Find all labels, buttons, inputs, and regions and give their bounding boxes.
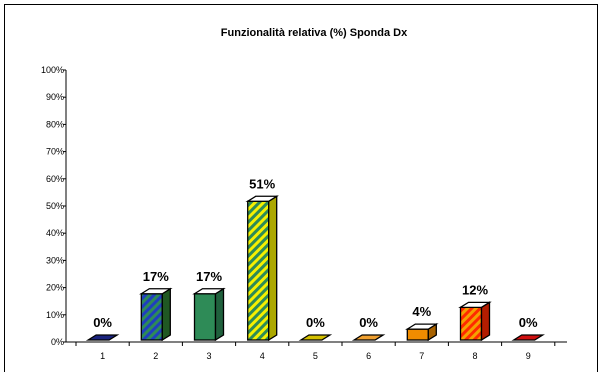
data-label: 4% <box>412 304 431 319</box>
bar-1 <box>85 334 120 341</box>
x-tick-label: 4 <box>260 351 265 361</box>
chart-frame: Funzionalità relativa (%) Sponda Dx 0% 10… <box>4 4 598 372</box>
bar-top <box>139 288 173 295</box>
y-tick-label: 40% <box>46 228 64 238</box>
bar-front <box>193 293 217 341</box>
bar-2 <box>139 287 173 342</box>
data-labels: 0% 17% 17% 51% 0% 0% 4% 12% 0% <box>93 176 538 330</box>
data-label: 0% <box>359 315 378 330</box>
data-label: 0% <box>519 315 538 330</box>
bar-top <box>85 334 120 341</box>
bar-7 <box>405 322 439 342</box>
data-label: 0% <box>306 315 325 330</box>
bar-top <box>511 334 545 341</box>
bar-side <box>480 301 491 342</box>
x-tick-label: 6 <box>366 351 371 361</box>
data-label: 0% <box>93 315 112 330</box>
x-tick-label: 5 <box>313 351 318 361</box>
bar-top <box>245 195 279 202</box>
chart-title: Funzionalità relativa (%) Sponda Dx <box>221 27 408 39</box>
x-tick-label: 7 <box>419 351 424 361</box>
y-tick-label: 0% <box>51 337 64 347</box>
bar-side <box>268 195 278 342</box>
x-tick-label: 9 <box>526 351 531 361</box>
data-label: 12% <box>462 282 488 297</box>
data-label: 51% <box>249 176 275 191</box>
bar-8 <box>458 301 492 342</box>
y-axis: 0% 10% 20% 30% 40% 50% 60% 70% 80% 90% 100% <box>41 65 67 347</box>
y-tick-label: 60% <box>46 174 64 184</box>
bar-front <box>406 328 429 341</box>
bar-front <box>140 293 163 341</box>
x-tick-label: 3 <box>206 351 211 361</box>
x-tick-label: 8 <box>472 351 477 361</box>
y-tick-label: 30% <box>46 255 64 265</box>
bar-5 <box>298 334 333 341</box>
bars <box>85 195 545 342</box>
x-tick-label: 1 <box>100 351 105 361</box>
x-tick-label: 2 <box>153 351 158 361</box>
y-tick-label: 10% <box>46 310 64 320</box>
bar-top <box>351 334 386 341</box>
bar-6 <box>351 334 386 341</box>
x-axis: 1 2 3 4 5 6 7 8 9 <box>66 341 567 361</box>
bar-9 <box>511 334 545 341</box>
y-tick-label: 100% <box>41 65 64 75</box>
y-tick-label: 90% <box>46 92 64 102</box>
data-label: 17% <box>196 269 222 284</box>
bar-top <box>192 288 226 295</box>
y-tick-label: 50% <box>46 201 64 211</box>
bar-3 <box>192 287 226 342</box>
bar-top <box>405 323 439 330</box>
bar-front <box>459 306 483 341</box>
bar-4 <box>245 195 279 342</box>
y-tick-label: 70% <box>46 147 64 157</box>
bar-top <box>458 301 492 309</box>
y-tick-label: 80% <box>46 119 64 129</box>
bar-front <box>247 200 270 341</box>
y-tick-label: 20% <box>46 283 64 293</box>
bar-side <box>214 287 225 342</box>
bar-top <box>298 334 333 341</box>
bar-chart: Funzionalità relativa (%) Sponda Dx 0%10… <box>41 27 567 361</box>
data-label: 17% <box>143 269 169 284</box>
bar-side <box>161 287 171 342</box>
